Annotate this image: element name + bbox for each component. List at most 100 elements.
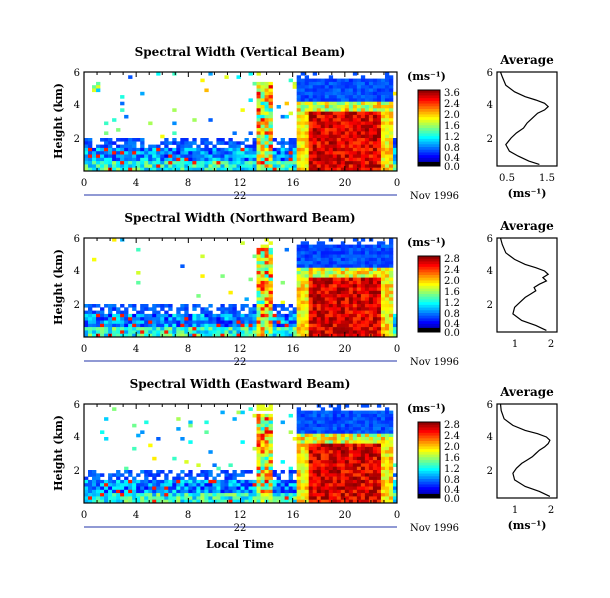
heatmap-cell [180,304,185,308]
heatmap-cell [372,95,378,99]
heatmap-cell [388,307,394,311]
heatmap-cell [340,114,346,119]
heatmap-cell [140,167,145,172]
heatmap-cell [336,157,342,162]
heatmap-cell [392,486,398,491]
heatmap-cell [356,280,362,285]
colorbar-swatch [418,114,440,118]
heatmap-cell [268,287,273,292]
heatmap-cell [176,147,181,152]
heatmap-cell [264,280,269,285]
heatmap-cell [340,294,346,298]
heatmap-cell [304,157,310,162]
heatmap-cell [368,483,374,487]
heatmap-cell [240,154,245,159]
heatmap-cell [128,151,133,155]
heatmap-cell [340,493,346,497]
heatmap-cell [372,450,378,454]
heatmap-cell [380,453,386,458]
heatmap-cell [360,433,366,438]
heatmap-cell [360,330,366,334]
heatmap-cell [332,489,338,494]
heatmap-cell [168,147,173,152]
heatmap-cell [164,323,169,328]
heatmap-cell [340,124,346,129]
heatmap-cell [336,430,342,434]
heatmap-cell [124,499,129,504]
heatmap-cell [340,257,346,262]
heatmap-cell [268,300,273,305]
heatmap-cell [104,141,109,145]
heatmap-cell [292,138,297,142]
heatmap-cell [192,493,197,497]
heatmap-cell [172,493,177,497]
heatmap-cell [340,144,346,149]
heatmap-cell [164,310,169,315]
heatmap-cell [316,323,322,328]
heatmap-cell [384,304,390,308]
heatmap-cell [220,317,225,321]
heatmap-cell [364,300,370,305]
heatmap-cell [232,317,237,321]
heatmap-cell [348,257,354,262]
heatmap-cell [116,317,121,321]
heatmap-cell [384,456,390,461]
heatmap-cell [172,313,177,318]
heatmap-cell [220,274,225,278]
heatmap-cell [368,95,374,99]
heatmap-cell [324,440,330,444]
heatmap-cell [96,85,101,89]
heatmap-cell [172,483,177,487]
heatmap-cell [384,164,390,168]
heatmap-cell [300,453,305,458]
heatmap-cell [304,261,310,265]
heatmap-cell [248,483,253,487]
heatmap-cell [376,437,382,441]
x-tick-label: 1 [512,505,518,516]
heatmap-cell [336,264,342,268]
heatmap-cell [228,489,233,494]
heatmap-cell [128,144,133,149]
heatmap-cell [328,247,334,252]
heatmap-cell [312,88,318,93]
heatmap-cell [300,493,305,497]
heatmap-cell [220,323,225,328]
heatmap-cell [380,489,386,494]
heatmap-cell [376,440,382,444]
heatmap-cell [200,323,205,328]
heatmap-cell [260,167,265,172]
heatmap-cell [372,261,378,265]
heatmap-cell [208,304,213,308]
heatmap-cell [308,294,314,298]
heatmap-cell [332,473,338,477]
heatmap-cell [336,304,342,308]
heatmap-cell [360,420,366,425]
heatmap-cell [256,114,261,119]
colorbar-swatch [418,422,440,426]
heatmap-cell [116,323,121,328]
heatmap-cell [172,323,177,328]
heatmap-cell [180,167,185,172]
heatmap-cell [168,493,173,497]
heatmap-cell [348,327,354,331]
heatmap-cell [384,323,390,328]
heatmap-cell [292,317,297,321]
heatmap-cell [372,483,378,487]
heatmap-cell [360,124,366,129]
heatmap-cell [152,323,157,328]
heatmap-cell [304,466,310,471]
heatmap-cell [368,496,374,500]
heatmap-cell [268,320,273,325]
heatmap-cell [356,157,362,162]
colorbar-swatch [418,457,440,461]
heatmap-cell [244,327,249,331]
heatmap-cell [344,456,350,461]
heatmap-cell [304,433,310,438]
heatmap-cell [336,446,342,451]
heatmap-cell [264,417,269,421]
heatmap-cell [364,121,370,126]
heatmap-cell [324,486,330,491]
heatmap-cell [260,404,265,408]
heatmap-cell [312,327,318,331]
heatmap-cell [340,101,346,106]
